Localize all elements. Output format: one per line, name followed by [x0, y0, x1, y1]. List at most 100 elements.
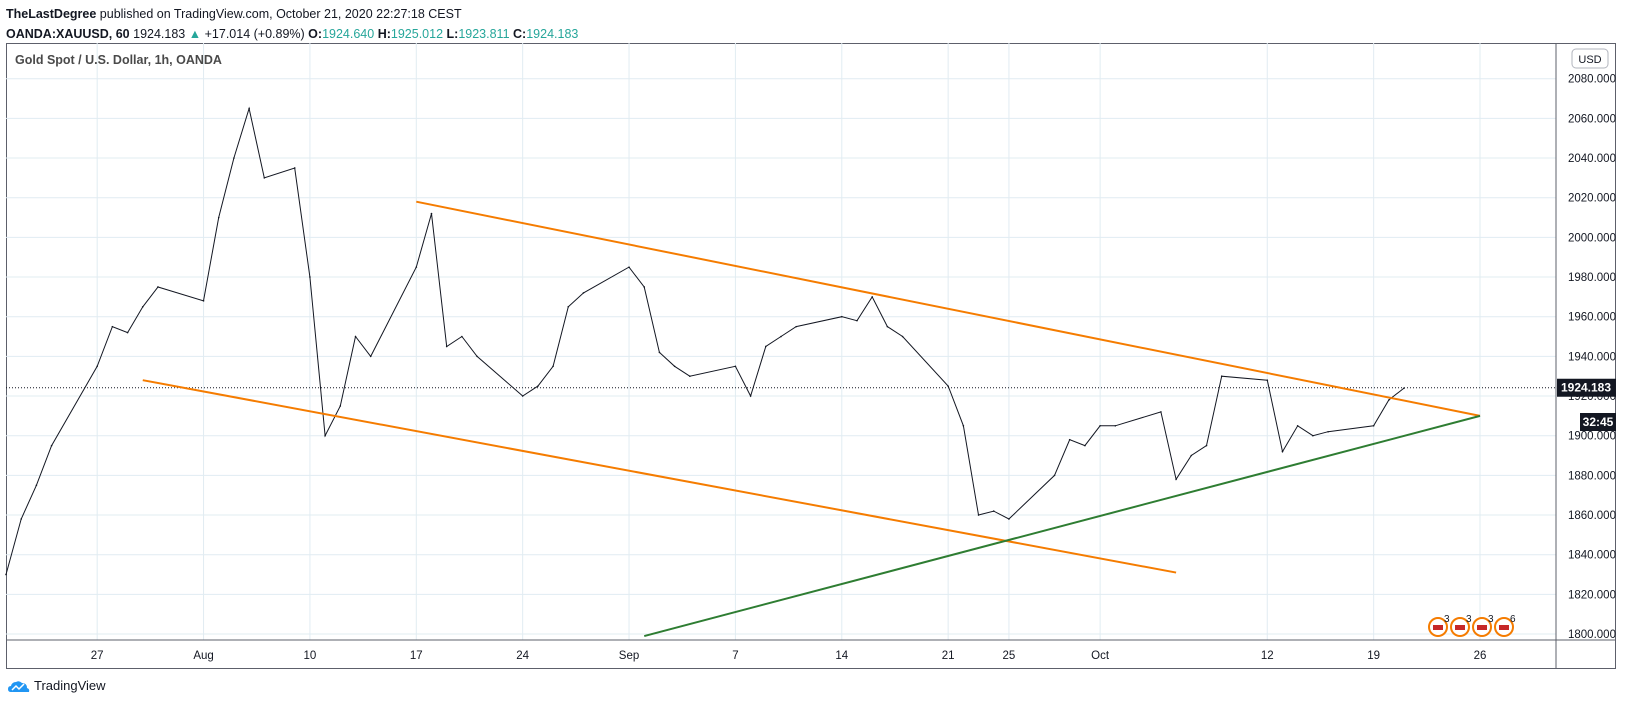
price-point	[1388, 399, 1390, 401]
price-point	[1053, 474, 1056, 477]
price-point	[5, 573, 7, 576]
y-tick-label: 1800.000	[1568, 629, 1616, 641]
price-point	[901, 335, 904, 338]
price-point	[628, 266, 630, 268]
price-point	[886, 325, 889, 328]
resistance-trendline[interactable]	[416, 200, 1481, 417]
price-point	[1296, 424, 1299, 427]
x-tick-label: 24	[516, 650, 529, 662]
price-point	[1403, 387, 1405, 389]
tradingview-cloud-icon	[8, 680, 30, 692]
event-count: 6	[1510, 614, 1516, 625]
price-point	[1312, 434, 1314, 437]
price-point	[1175, 478, 1177, 481]
flag-stripe-icon	[1433, 625, 1443, 630]
lower-channel-line[interactable]	[142, 379, 1177, 574]
x-tick-label: Oct	[1091, 650, 1110, 662]
close-label: C:	[513, 27, 527, 41]
price-point	[582, 292, 585, 294]
y-tick-label: 2080.000	[1568, 74, 1616, 86]
price-point	[126, 331, 129, 334]
price-point	[354, 335, 357, 338]
symbol-line: OANDA:XAUUSD, 60 1924.183 ▲ +17.014 (+0.…	[6, 24, 578, 44]
y-tick-label: 1820.000	[1568, 589, 1616, 601]
price-point	[1281, 450, 1284, 453]
price-point	[1205, 444, 1208, 447]
flag-stripe-icon	[1455, 625, 1465, 630]
price-point	[202, 300, 205, 302]
y-tick-label: 1860.000	[1568, 510, 1616, 522]
y-tick-label: 1960.000	[1568, 312, 1616, 324]
price-point	[734, 365, 737, 368]
trendlines[interactable]	[142, 200, 1481, 638]
price-point	[765, 345, 767, 348]
low-value: 1923.811	[458, 27, 510, 41]
last-price-tag-text: 1924.183	[1561, 381, 1611, 395]
price-point	[643, 286, 646, 288]
price-point	[1114, 424, 1117, 427]
last-price-tag: 1924.183	[1557, 378, 1616, 397]
up-arrow-icon: ▲	[188, 27, 202, 41]
price-point	[1372, 424, 1375, 427]
support-trendline[interactable]	[643, 414, 1481, 638]
y-tick-label: 1940.000	[1568, 351, 1616, 363]
price-point	[780, 335, 782, 338]
tradingview-logo[interactable]: TradingView	[8, 678, 106, 693]
event-count: 3	[1466, 614, 1472, 625]
price-point	[476, 355, 478, 358]
price-point	[141, 305, 144, 308]
price-points	[5, 107, 1405, 576]
economic-events[interactable]: 3 3 3 6	[1428, 614, 1516, 637]
tradingview-logo-text: TradingView	[34, 678, 106, 693]
y-axis[interactable]: 2080.000 2060.000 2040.000 2020.000 2000.000…	[1568, 74, 1616, 641]
symbol-name: OANDA:XAUUSD, 60	[6, 27, 130, 41]
price-point	[1266, 379, 1269, 381]
y-tick-label: 1840.000	[1568, 550, 1616, 562]
y-tick-label: 1980.000	[1568, 272, 1616, 284]
countdown-tag: 32:45	[1580, 413, 1616, 431]
chart-title: Gold Spot / U.S. Dollar, 1h, OANDA	[15, 53, 222, 67]
price-point	[658, 351, 661, 354]
x-tick-label: Aug	[193, 650, 213, 662]
price-point	[749, 395, 752, 397]
open-value: 1924.640	[322, 27, 375, 41]
high-label: H:	[377, 27, 391, 41]
price-point	[20, 518, 22, 520]
price-point	[293, 167, 296, 169]
y-tick-label: 2020.000	[1568, 193, 1616, 205]
countdown-tag-text: 32:45	[1583, 415, 1614, 429]
price-point	[217, 216, 220, 219]
currency-label: USD	[1578, 54, 1601, 66]
open-label: O:	[308, 27, 323, 41]
price-point	[673, 365, 676, 368]
price-point	[1160, 411, 1162, 413]
flag-stripe-icon	[1477, 625, 1487, 630]
price-point	[461, 335, 463, 338]
price-point	[1068, 438, 1071, 441]
price-point	[369, 355, 372, 358]
x-tick-label: 7	[732, 650, 738, 662]
price-point	[248, 107, 250, 110]
price-point	[445, 345, 448, 348]
price-point	[263, 177, 266, 179]
x-tick-label: 12	[1261, 650, 1274, 662]
price-point	[415, 266, 418, 268]
x-axis[interactable]: 27 Aug 10 17 24 Sep 7 14 21 25 Oct 12 19 26	[91, 650, 1487, 662]
price-point	[1008, 518, 1010, 520]
low-label: L:	[446, 27, 459, 41]
y-tick-label: 1900.000	[1568, 431, 1616, 443]
price-point	[567, 305, 570, 308]
x-tick-label: Sep	[619, 650, 639, 662]
price-point	[35, 484, 38, 487]
close-value: 1924.183	[526, 27, 579, 41]
currency-badge[interactable]: USD	[1571, 48, 1609, 69]
x-tick-label: 21	[942, 650, 955, 662]
author-name[interactable]: TheLastDegree	[6, 7, 97, 21]
price-point	[157, 286, 159, 288]
y-tick-label: 2000.000	[1568, 232, 1616, 244]
price-point	[856, 319, 858, 322]
high-value: 1925.012	[390, 27, 444, 41]
price-point	[96, 365, 98, 368]
flag-stripe-icon	[1499, 625, 1509, 630]
